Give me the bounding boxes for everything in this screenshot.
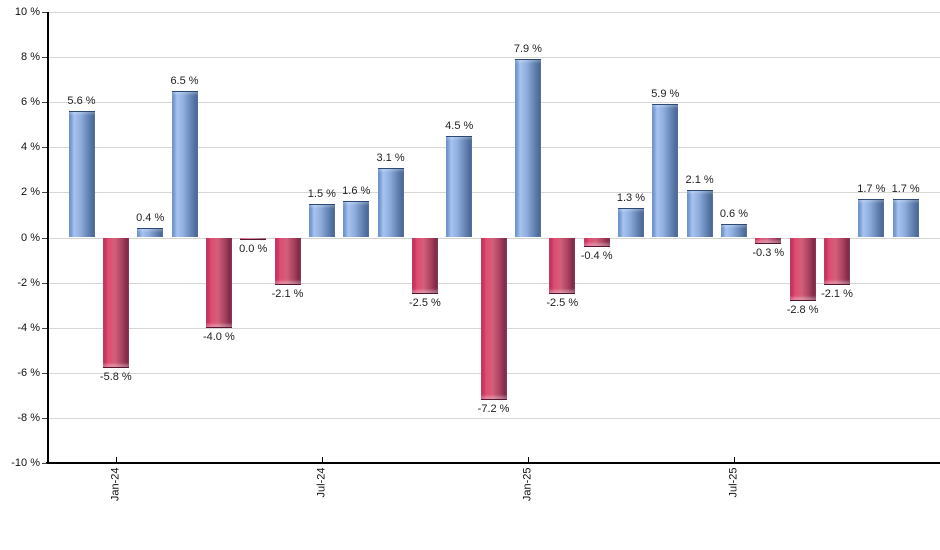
x-axis-label: Jul-25 bbox=[727, 467, 740, 498]
bar-Dec-24[interactable] bbox=[480, 237, 507, 400]
bar-value-label: 3.1 % bbox=[376, 151, 405, 164]
y-axis-tick bbox=[42, 102, 47, 104]
x-axis-label: Jan-25 bbox=[521, 467, 534, 502]
bar-value-label: 0.4 % bbox=[136, 212, 165, 225]
bar-value-label: -2.1 % bbox=[271, 287, 304, 300]
gridline-6 bbox=[48, 102, 940, 104]
bar-Feb-25[interactable] bbox=[549, 237, 576, 294]
bar-value-label: 1.7 % bbox=[891, 183, 920, 196]
y-axis-label: -8 % bbox=[17, 411, 40, 424]
plot-area: 5.6 % -5.8 % 0.4 % 6.5 % -4.0 % 0.0 % -2.1 % 1.… bbox=[48, 12, 940, 463]
y-axis-label: 0 % bbox=[21, 231, 40, 244]
bar-Feb-24[interactable] bbox=[137, 228, 164, 238]
gridline-10 bbox=[48, 12, 940, 13]
bar-Apr-25[interactable] bbox=[617, 208, 644, 238]
bar-Nov-25[interactable] bbox=[858, 199, 885, 238]
x-axis-label: Jan-24 bbox=[109, 467, 122, 502]
bar-Nov-24[interactable] bbox=[446, 136, 473, 238]
bar-value-label: 7.9 % bbox=[513, 43, 542, 56]
y-axis-label: -10 % bbox=[11, 457, 40, 469]
bar-Jan-25[interactable] bbox=[514, 59, 541, 238]
x-axis-tick bbox=[321, 457, 323, 463]
bar-value-label: 4.5 % bbox=[445, 120, 474, 133]
y-axis-tick bbox=[42, 237, 47, 239]
gridline-8 bbox=[48, 57, 940, 59]
bar-Mar-24[interactable] bbox=[171, 90, 198, 238]
bar-Oct-25[interactable] bbox=[823, 237, 850, 285]
bar-May-24[interactable] bbox=[240, 237, 267, 240]
bar-value-label: 1.6 % bbox=[342, 185, 371, 198]
x-axis-tick bbox=[527, 457, 529, 463]
bar-Jun-24[interactable] bbox=[274, 237, 301, 285]
bar-value-label: -2.1 % bbox=[821, 287, 853, 300]
bar-May-25[interactable] bbox=[652, 104, 679, 238]
x-axis-tick bbox=[115, 457, 117, 463]
y-axis-label: 2 % bbox=[21, 186, 40, 199]
y-axis-tick bbox=[42, 282, 47, 284]
y-axis-tick bbox=[42, 372, 47, 374]
bar-value-label: -2.8 % bbox=[786, 303, 819, 316]
y-axis-label: 6 % bbox=[21, 96, 40, 109]
gridline-2 bbox=[48, 192, 940, 194]
bar-value-label: -7.2 % bbox=[477, 402, 510, 415]
bar-Mar-25[interactable] bbox=[583, 237, 610, 247]
bar-value-label: -0.3 % bbox=[752, 247, 785, 260]
bar-Jul-25[interactable] bbox=[720, 223, 747, 238]
bar-value-label: 0.6 % bbox=[719, 207, 749, 220]
bar-value-label: -2.5 % bbox=[546, 296, 579, 309]
x-axis-label: Jul-24 bbox=[315, 467, 328, 498]
bar-Aug-25[interactable] bbox=[755, 237, 782, 245]
bar-value-label: -5.8 % bbox=[99, 371, 132, 384]
y-axis-tick bbox=[42, 463, 47, 464]
bar-value-label: -2.5 % bbox=[408, 296, 441, 309]
y-axis-tick bbox=[42, 327, 47, 329]
bar-Jan-24[interactable] bbox=[102, 237, 129, 369]
x-axis-tick bbox=[733, 457, 735, 463]
bar-Jun-25[interactable] bbox=[686, 190, 713, 238]
y-axis-tick bbox=[42, 57, 47, 59]
bar-value-label: 2.1 % bbox=[685, 174, 714, 187]
bar-value-label: 1.7 % bbox=[857, 183, 886, 196]
bar-value-label: 5.9 % bbox=[651, 88, 680, 101]
y-axis-line bbox=[46, 12, 49, 464]
y-axis-label: -2 % bbox=[17, 276, 40, 289]
bar-Sep-24[interactable] bbox=[377, 167, 404, 238]
bar-Jul-24[interactable] bbox=[308, 203, 335, 238]
y-axis-tick bbox=[42, 417, 47, 419]
gridline-4 bbox=[48, 147, 940, 149]
bar-value-label: 6.5 % bbox=[170, 74, 199, 87]
bar-value-label: -0.4 % bbox=[580, 249, 613, 262]
bar-Aug-24[interactable] bbox=[343, 201, 370, 238]
bar-value-label: -4.0 % bbox=[202, 330, 235, 343]
y-axis-tick bbox=[42, 12, 47, 13]
bar-Oct-24[interactable] bbox=[411, 237, 438, 294]
y-axis-tick bbox=[42, 147, 47, 149]
bar-Apr-24[interactable] bbox=[205, 237, 232, 328]
x-axis-line bbox=[46, 462, 940, 464]
y-axis-tick bbox=[42, 192, 47, 194]
bar-Sep-25[interactable] bbox=[789, 237, 816, 301]
bar-value-label: 1.3 % bbox=[616, 192, 645, 205]
y-axis-label: -4 % bbox=[17, 321, 40, 334]
gridline--8 bbox=[48, 417, 940, 419]
bar-value-label: 5.6 % bbox=[67, 95, 96, 108]
y-axis-label: 10 % bbox=[14, 6, 40, 18]
bar-value-label: 0.0 % bbox=[239, 242, 268, 255]
bar-Dec-23[interactable] bbox=[68, 111, 95, 238]
bar-value-label: 1.5 % bbox=[307, 187, 336, 200]
y-axis-label: 8 % bbox=[21, 51, 40, 64]
y-axis-label: 4 % bbox=[21, 141, 40, 154]
y-axis-label: -6 % bbox=[17, 366, 40, 379]
bar-Dec-25[interactable] bbox=[892, 199, 919, 238]
